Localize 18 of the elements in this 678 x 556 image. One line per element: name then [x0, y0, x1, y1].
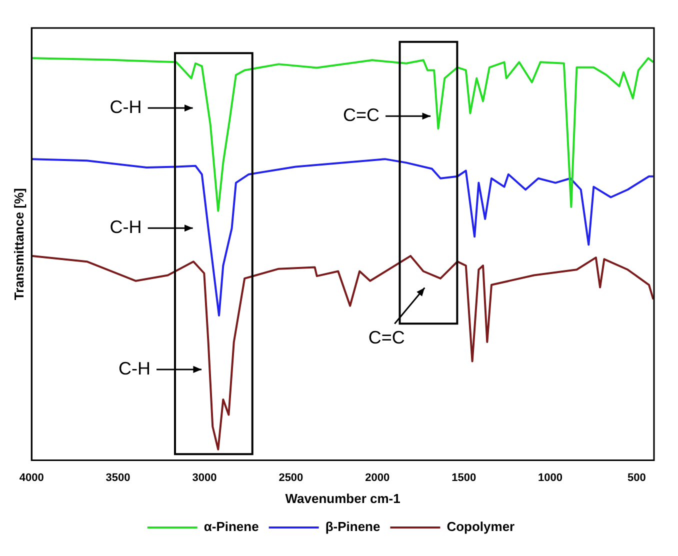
x-tick-label: 2000 [365, 472, 390, 484]
annotation: C-H [110, 217, 142, 238]
legend-label: β-Pinene [325, 519, 380, 534]
x-tick-label: 1500 [452, 472, 476, 484]
x-tick-label: 2500 [278, 472, 304, 484]
x-axis-title: Wavenumber cm-1 [285, 490, 400, 506]
x-tick-label: 3000 [192, 472, 217, 484]
legend-label: Copolymer [446, 519, 515, 534]
legend-label: α-Pinene [204, 519, 259, 534]
x-tick-label: 3500 [106, 472, 130, 484]
annotation: C-H [118, 358, 151, 378]
annotation: C=C [343, 105, 380, 126]
x-tick-label: 4000 [19, 472, 44, 484]
annotation: C-H [110, 96, 142, 117]
annotation: C=C [368, 328, 405, 348]
x-tick-label: 1000 [538, 472, 563, 484]
x-tick-label: 500 [628, 472, 646, 484]
y-axis-title: Transmittance [%] [11, 188, 26, 300]
